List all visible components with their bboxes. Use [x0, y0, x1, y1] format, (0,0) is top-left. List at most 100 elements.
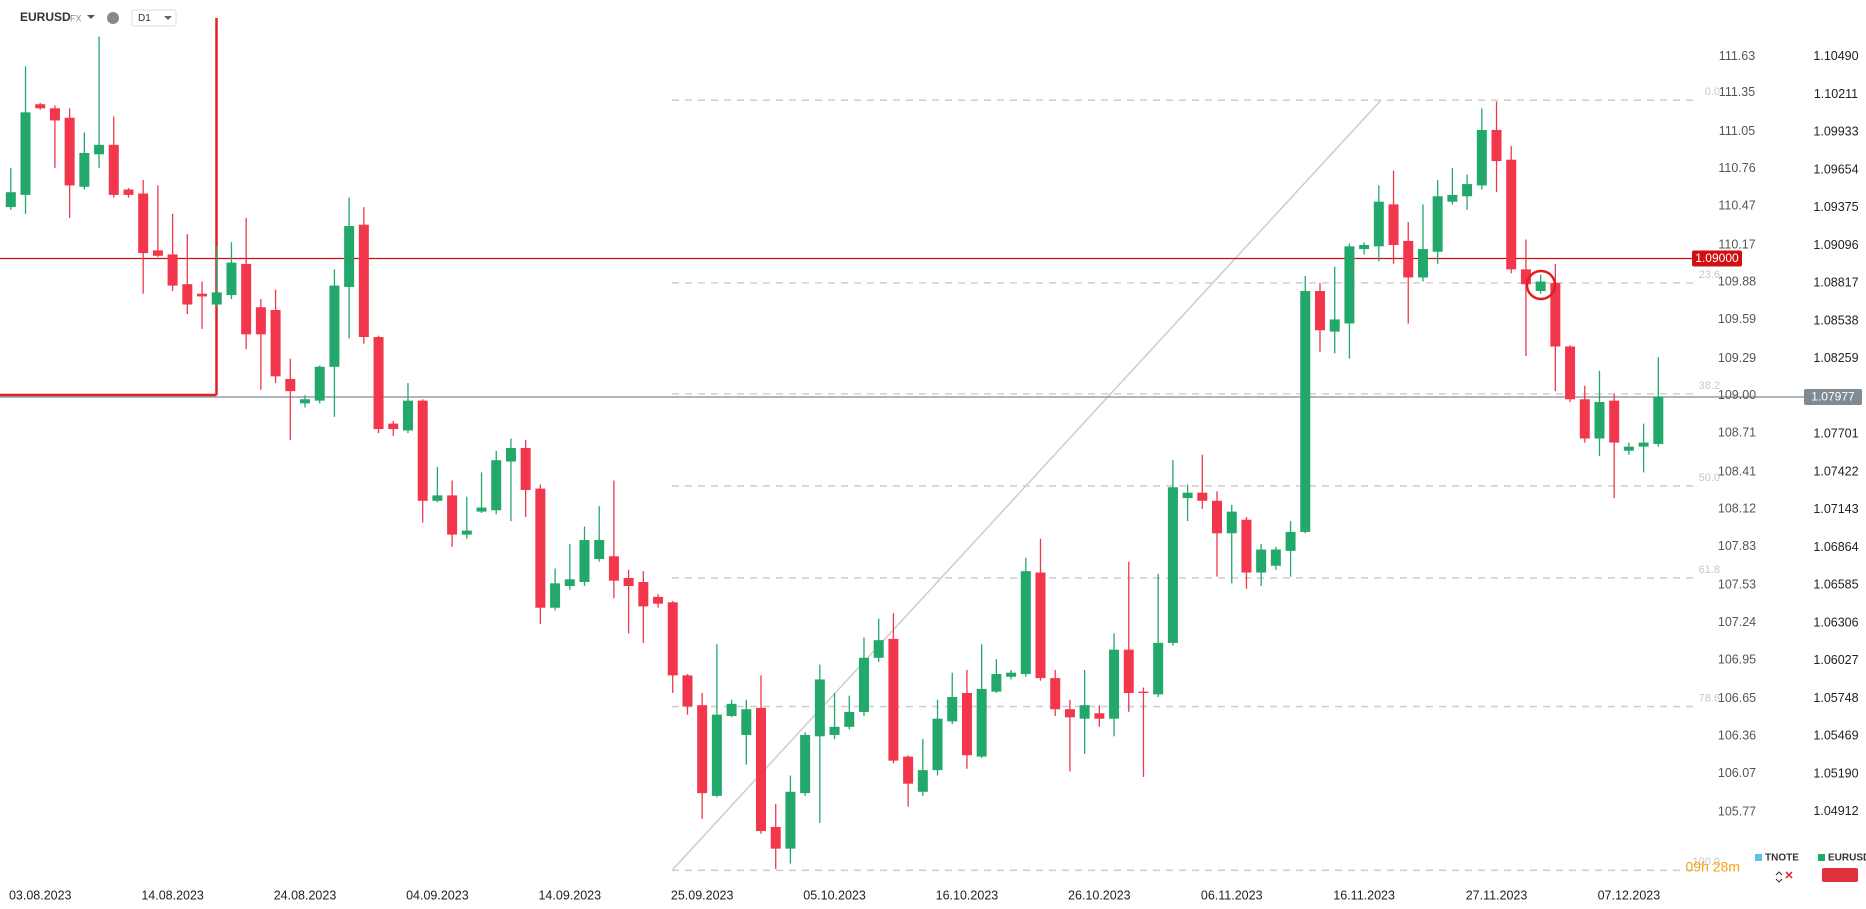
candle-body [1064, 709, 1075, 718]
y-tick-label: 1.10211 [1814, 87, 1858, 101]
candle-body [770, 826, 781, 849]
candle-body [1609, 400, 1620, 443]
price-line-tag [1804, 388, 1862, 405]
candle-body [64, 117, 75, 186]
candle-body [1462, 184, 1473, 197]
symbol-dropdown[interactable] [87, 15, 95, 19]
x-tick-label: 14.08.2023 [141, 888, 204, 902]
candle-body [623, 577, 634, 587]
candle-body [79, 152, 90, 187]
y2-tick-label: 111.05 [1719, 124, 1755, 138]
fib-label: 61.8 [1699, 564, 1720, 576]
candle-body [94, 144, 105, 155]
candle-body [682, 675, 693, 707]
candle-body [932, 718, 943, 771]
scale-icon[interactable] [1775, 871, 1783, 883]
candle-body [1432, 196, 1443, 252]
candle-body [1197, 492, 1208, 501]
candle-body [1153, 642, 1164, 695]
market: FX [70, 13, 82, 23]
y2-tick-label: 109.29 [1718, 351, 1756, 365]
candle-body [152, 250, 163, 256]
candle-body [1270, 549, 1281, 566]
legend-swatch [1755, 854, 1762, 861]
y-tick-label: 1.05190 [1813, 766, 1858, 780]
candle-body [35, 104, 46, 109]
candle-body [1344, 246, 1355, 324]
x-tick-label: 16.10.2023 [936, 888, 999, 902]
x-tick-label: 16.11.2023 [1333, 888, 1395, 902]
candle-body [991, 674, 1002, 692]
y2-tick-label: 105.77 [1718, 805, 1756, 819]
y-tick-label: 1.07701 [1813, 427, 1858, 441]
interval-box[interactable] [131, 9, 177, 27]
close-icon[interactable] [1785, 871, 1793, 879]
y2-tick-label: 108.71 [1718, 426, 1756, 440]
y-tick-label: 1.10490 [1813, 49, 1858, 63]
candle-body [1329, 319, 1340, 332]
candle-body [1314, 291, 1325, 331]
candle-body [1006, 672, 1017, 677]
candle-body [741, 709, 752, 735]
y2-tick-label: 109.59 [1718, 312, 1756, 326]
candle-body [1447, 194, 1458, 202]
candle-body [1079, 705, 1090, 719]
candle-body [961, 692, 972, 756]
candle-body [491, 460, 502, 511]
candle-body [594, 540, 605, 559]
candle-body [1300, 291, 1311, 532]
candle-body [888, 638, 899, 761]
y2-tick-label: 110.17 [1718, 237, 1755, 251]
y2-tick-label: 107.53 [1718, 578, 1756, 592]
candle-body [344, 226, 355, 287]
candle-body [858, 657, 869, 712]
legend-swatch [1818, 854, 1825, 861]
timer: 09h 28m [1686, 859, 1740, 875]
candle-body [241, 263, 252, 335]
info-icon[interactable] [107, 12, 119, 24]
x-tick-label: 24.08.2023 [274, 888, 337, 902]
remove-button[interactable] [1822, 868, 1858, 882]
y2-tick-label: 106.07 [1718, 766, 1756, 780]
candle-body [564, 579, 575, 587]
y2-tick-label: 111.35 [1719, 85, 1755, 99]
candle-body [329, 285, 340, 367]
legend-label: TNOTE [1765, 853, 1799, 864]
candle-body [461, 530, 472, 535]
candle-body [1256, 549, 1267, 573]
candle-body [756, 707, 767, 832]
y-tick-label: 1.06027 [1813, 653, 1858, 667]
candle-body [226, 262, 237, 296]
candle-body [388, 423, 399, 430]
candle-body [1403, 240, 1414, 278]
candle-body [373, 337, 384, 430]
y2-tick-label: 107.83 [1718, 539, 1756, 553]
interval: D1 [138, 13, 151, 24]
candle-body [520, 448, 531, 490]
x-tick-label: 06.11.2023 [1201, 888, 1263, 902]
y2-tick-label: 109.00 [1718, 388, 1756, 402]
candle-body [300, 399, 310, 404]
fib-label: 100.0 [1692, 856, 1720, 868]
candle-body [976, 688, 987, 757]
price-line-label: 1.07977 [1811, 390, 1855, 404]
candle-body [1373, 201, 1384, 247]
candle-body [1035, 572, 1046, 679]
candle-body [1138, 691, 1149, 693]
fib-trendline [671, 99, 1382, 871]
y-tick-label: 1.08259 [1813, 351, 1858, 365]
candle-body [1520, 269, 1531, 285]
candle-body [1638, 442, 1649, 447]
candle-body [814, 679, 825, 737]
y-tick-label: 1.07422 [1813, 464, 1858, 478]
candle-body [1653, 396, 1664, 444]
candle-body [358, 224, 369, 338]
x-tick-label: 05.10.2023 [803, 888, 866, 902]
symbol: EURUSD [20, 10, 71, 24]
candle-body [49, 108, 60, 121]
candle-body [1417, 249, 1428, 278]
x-tick-label: 03.08.2023 [9, 888, 72, 902]
candle-body [1020, 571, 1031, 675]
candle-body [432, 495, 443, 501]
